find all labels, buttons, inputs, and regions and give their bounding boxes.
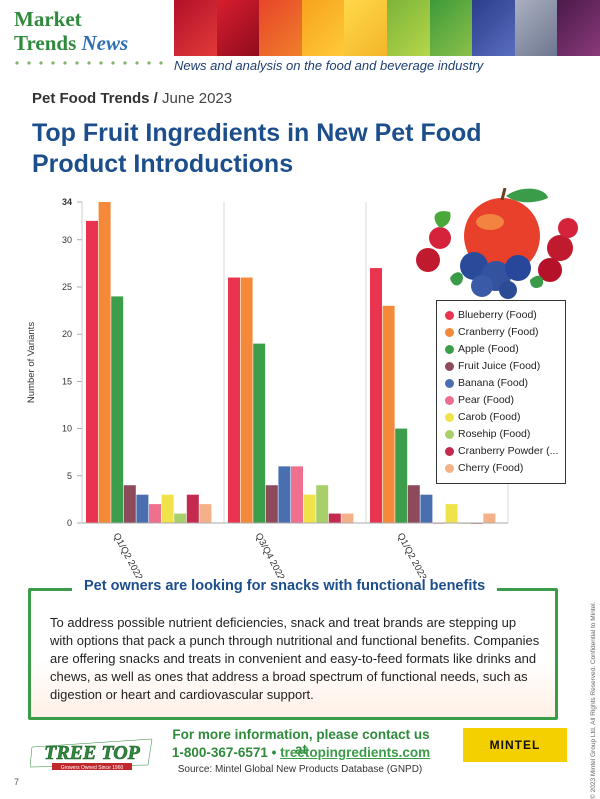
bar-1-2 [228, 277, 240, 523]
contact-heading: For more information, please contact us … [172, 727, 430, 757]
bar-2-2 [240, 277, 253, 523]
bar-2-1 [98, 202, 111, 523]
source-note: Source: Mintel Global New Products Datab… [177, 764, 423, 775]
tree-top-logo: TREE TOP Growers Owned Since 1960 [30, 738, 153, 771]
page-title: Top Fruit Ingredients in New Pet Food Pr… [32, 119, 482, 178]
legend-swatch [445, 412, 454, 422]
legend-item: Cranberry Powder (... [445, 445, 558, 457]
bar-8-1 [174, 513, 187, 523]
legend-item: Cherry (Food) [445, 462, 523, 474]
y-tick-label: 20 [62, 329, 72, 339]
fruit-banner-image [174, 0, 600, 56]
decorative-dots [15, 61, 163, 65]
bar-chart: 0 5 10 15 20 25 30 34 Number of Variants Q1/Q2 20… [26, 197, 509, 580]
legend-label: Apple (Food) [458, 343, 519, 355]
bar-4-1 [123, 485, 136, 523]
legend-item: Fruit Juice (Food) [445, 360, 540, 372]
bar-9-1 [186, 494, 199, 523]
info-box-title: Pet owners are looking for snacks with f… [72, 578, 498, 594]
legend-swatch [445, 344, 454, 354]
bullet-separator: • [271, 745, 277, 760]
tree-top-wordmark: TREE TOP [44, 742, 141, 764]
bar-10-3 [483, 513, 496, 523]
section-date: June 2023 [162, 90, 233, 107]
chart-legend: Blueberry (Food) Cranberry (Food) Apple (F… [436, 300, 566, 484]
bar-1-1 [86, 220, 98, 523]
y-tick-label: 15 [62, 376, 72, 386]
bar-3-1 [111, 296, 124, 523]
legend-label: Pear (Food) [458, 394, 515, 406]
legend-item: Pear (Food) [445, 394, 514, 406]
legend-label: Fruit Juice (Food) [458, 360, 541, 372]
bar-5-1 [136, 494, 149, 523]
y-tick-label: 0 [67, 518, 72, 528]
x-category-label: Q1/Q2 2022 [111, 531, 145, 580]
bar-7-3 [445, 504, 458, 523]
bar-5-2 [278, 466, 291, 523]
bar-4-3 [407, 485, 420, 523]
info-box-text: To address possible nutrient deficiencie… [50, 615, 540, 702]
bar-6-2 [291, 466, 303, 523]
bar-6-1 [149, 504, 161, 523]
tagline: News and analysis on the food and bevera… [174, 58, 484, 73]
section-label: Pet Food Trends / June 2023 [32, 90, 232, 107]
y-tick-label: 30 [62, 235, 72, 245]
legend-item: Apple (Food) [445, 343, 519, 355]
legend-item: Banana (Food) [445, 377, 528, 389]
info-box [28, 588, 558, 720]
x-category-label: Q3/Q4 2022 [253, 531, 287, 580]
legend-swatch [445, 327, 454, 337]
legend-label: Cranberry Powder (... [458, 445, 559, 457]
bar-3-2 [253, 343, 266, 523]
legend-swatch [445, 429, 454, 439]
logo-trends: Trends [14, 31, 77, 55]
legend-swatch [445, 395, 454, 405]
legend-swatch [445, 361, 454, 371]
legend-label: Cranberry (Food) [458, 326, 539, 338]
legend-label: Rosehip (Food) [458, 428, 531, 440]
legend-item: Carob (Food) [445, 411, 520, 423]
copyright-notice: © 2023 Mintel Group Ltd. All Rights Rese… [590, 601, 597, 799]
bar-3-3 [395, 428, 408, 523]
legend-swatch [445, 463, 454, 473]
y-tick-label: 10 [62, 424, 72, 434]
bar-4-2 [265, 485, 278, 523]
legend-swatch [445, 310, 454, 320]
bar-7-2 [303, 494, 316, 523]
logo-trends-news: Trends News [14, 32, 128, 54]
legend-item: Cranberry (Food) [445, 326, 539, 338]
bar-9-2 [328, 513, 341, 523]
bar-10-1 [199, 504, 212, 523]
legend-item: Blueberry (Food) [445, 309, 537, 321]
logo-market: Market [14, 7, 82, 31]
legend-swatch [445, 446, 454, 456]
bar-5-3 [420, 494, 433, 523]
legend-label: Blueberry (Food) [458, 309, 537, 321]
bar-10-2 [341, 513, 354, 523]
y-tick-label: 25 [62, 282, 72, 292]
y-tick-label: 5 [67, 471, 72, 481]
bar-8-2 [316, 485, 329, 523]
bar-7-1 [161, 494, 174, 523]
page-number: 7 [14, 777, 20, 787]
y-axis-label: Number of Variants [26, 322, 37, 403]
contact-details: 1-800-367-6571 • treetopingredients.com [166, 745, 436, 760]
legend-item: Rosehip (Food) [445, 428, 530, 440]
website-link[interactable]: treetopingredients.com [280, 745, 431, 760]
tree-top-tagline: Growers Owned Since 1960 [61, 765, 124, 771]
bar-1-3 [370, 268, 382, 523]
section-topic: Pet Food Trends [32, 90, 150, 107]
legend-label: Cherry (Food) [458, 462, 524, 474]
legend-label: Carob (Food) [458, 411, 521, 423]
logo-news: News [81, 31, 129, 55]
legend-swatch [445, 378, 454, 388]
phone-number[interactable]: 1-800-367-6571 [171, 745, 268, 760]
section-separator: / [149, 90, 163, 107]
fruit-illustration [416, 188, 578, 299]
x-category-label: Q1/Q2 2023 [395, 531, 429, 580]
bar-2-3 [382, 305, 395, 523]
legend-label: Banana (Food) [458, 377, 529, 389]
y-tick-label: 34 [62, 197, 72, 207]
mintel-logo: MINTEL [463, 728, 567, 762]
